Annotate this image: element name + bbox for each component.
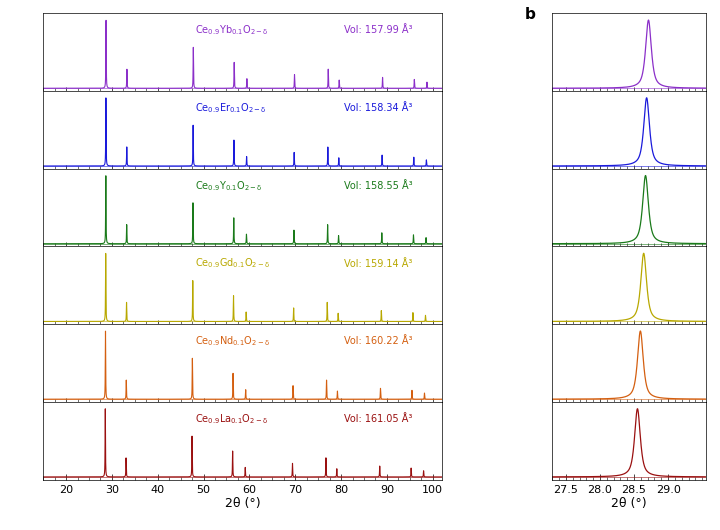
Text: $\rm Ce_{0.9}Er_{0.1}O_{2-\delta}$: $\rm Ce_{0.9}Er_{0.1}O_{2-\delta}$ [194,101,266,115]
Text: Vol: 157.99 Å³: Vol: 157.99 Å³ [344,25,413,36]
Text: Vol: 160.22 Å³: Vol: 160.22 Å³ [344,336,413,346]
Text: Vol: 161.05 Å³: Vol: 161.05 Å³ [344,414,413,424]
Text: $\rm Ce_{0.9}Nd_{0.1}O_{2-\delta}$: $\rm Ce_{0.9}Nd_{0.1}O_{2-\delta}$ [194,334,270,348]
Text: b: b [525,7,536,22]
Text: $\rm Ce_{0.9}Yb_{0.1}O_{2-\delta}$: $\rm Ce_{0.9}Yb_{0.1}O_{2-\delta}$ [194,23,269,37]
X-axis label: 2θ (°): 2θ (°) [225,497,261,510]
Text: $\rm Ce_{0.9}Gd_{0.1}O_{2-\delta}$: $\rm Ce_{0.9}Gd_{0.1}O_{2-\delta}$ [194,257,270,270]
Text: $\rm Ce_{0.9}Y_{0.1}O_{2-\delta}$: $\rm Ce_{0.9}Y_{0.1}O_{2-\delta}$ [194,179,262,193]
Text: Vol: 159.14 Å³: Vol: 159.14 Å³ [344,259,413,269]
Text: $\rm Ce_{0.9}La_{0.1}O_{2-\delta}$: $\rm Ce_{0.9}La_{0.1}O_{2-\delta}$ [194,412,268,426]
Text: Vol: 158.55 Å³: Vol: 158.55 Å³ [344,181,413,191]
X-axis label: 2θ (°): 2θ (°) [611,497,647,510]
Text: Vol: 158.34 Å³: Vol: 158.34 Å³ [344,103,413,113]
